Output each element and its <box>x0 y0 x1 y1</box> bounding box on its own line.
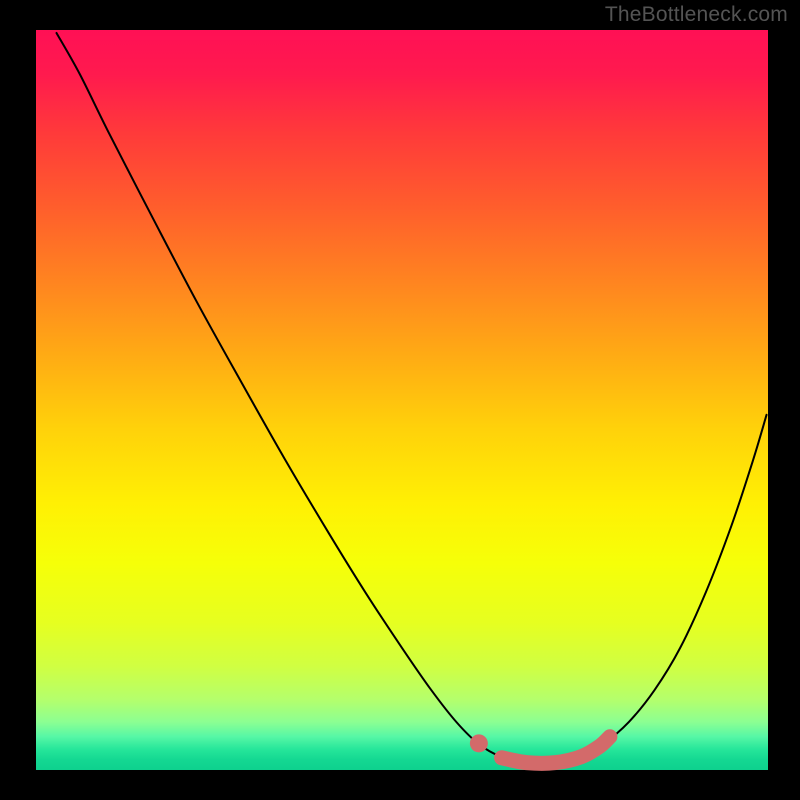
chart-canvas <box>0 0 800 800</box>
plot-area <box>36 30 768 770</box>
optimal-point-marker <box>470 734 488 752</box>
bottleneck-chart: TheBottleneck.com <box>0 0 800 800</box>
watermark-text: TheBottleneck.com <box>605 3 788 27</box>
